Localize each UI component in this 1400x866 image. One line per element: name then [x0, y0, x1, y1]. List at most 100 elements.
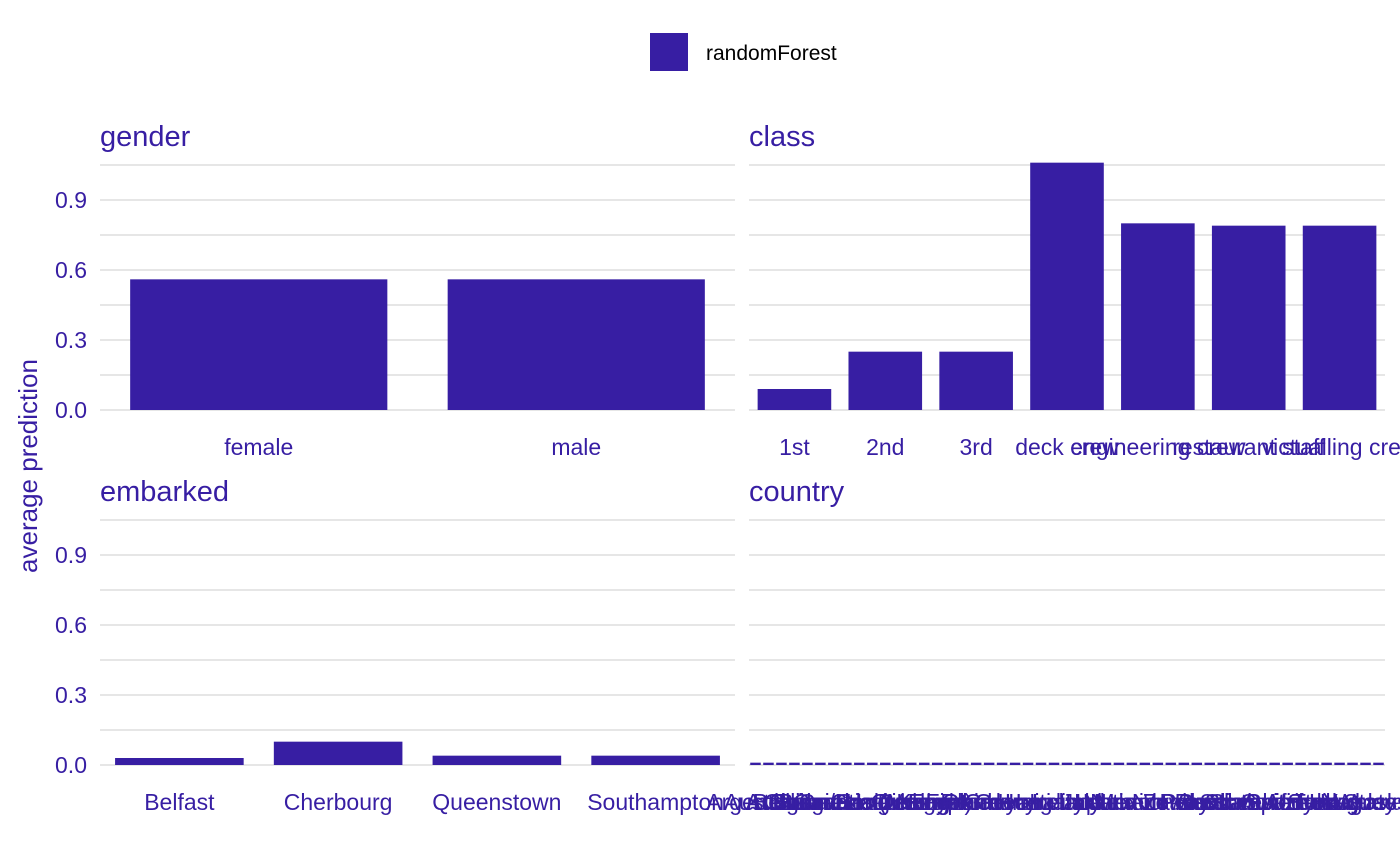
- bar: [1009, 762, 1021, 765]
- x-tick-label: Poland: [1161, 789, 1233, 815]
- x-tick-label: Croatia: [835, 789, 909, 815]
- bar: [1139, 762, 1151, 765]
- x-tick-label: France: [940, 789, 1012, 815]
- x-tick-label: Australia: [724, 789, 814, 815]
- y-tick-label: 0.0: [55, 752, 87, 778]
- facet-panels: 0.0 0.3 0.6 0.9 gender female male class 1st 2nd 3…: [55, 121, 1400, 815]
- x-tick-label: Austria: [746, 789, 818, 815]
- bar: [273, 741, 403, 765]
- x-tick-label: Argentina: [706, 789, 805, 815]
- y-axis-label: average prediction: [13, 359, 43, 573]
- bar: [828, 762, 839, 765]
- x-tick-label: 1st: [779, 434, 810, 460]
- bar: [1302, 225, 1377, 410]
- bar: [848, 351, 923, 410]
- bar: [1243, 762, 1254, 765]
- panel-title: gender: [100, 121, 191, 153]
- bar: [1321, 762, 1332, 765]
- x-tick-label: Queenstown: [432, 789, 561, 815]
- bar: [1030, 162, 1104, 410]
- bar: [1211, 225, 1286, 410]
- x-tick-label: Guyana: [975, 789, 1056, 815]
- x-tick-label: United States: [1271, 789, 1400, 815]
- x-tick-label: Belfast: [144, 789, 215, 815]
- x-tick-label: India: [1029, 789, 1079, 815]
- x-tick-label: South Africa: [1200, 789, 1324, 815]
- x-tick-label: Denmark: [878, 789, 972, 815]
- x-tick-label: Mexico: [1095, 789, 1168, 815]
- bar: [1074, 762, 1086, 765]
- bar: [115, 758, 244, 765]
- y-tick-label: 0.3: [55, 327, 87, 353]
- bar: [1308, 762, 1319, 765]
- x-tick-label: victualling crew: [1262, 434, 1400, 460]
- x-tick-label: England: [908, 789, 992, 815]
- x-tick-label: Ireland: [1032, 789, 1102, 815]
- bar: [776, 762, 787, 765]
- bar: [432, 755, 562, 765]
- bar: [944, 762, 956, 765]
- x-tick-label: Uruguay: [1309, 789, 1396, 815]
- x-tick-label: Bosnia: [772, 789, 843, 815]
- y-tick-label: 0.3: [55, 682, 87, 708]
- x-tick-label: Belgium: [753, 789, 836, 815]
- bar: [789, 762, 800, 765]
- panel-title: embarked: [100, 476, 229, 508]
- x-tick-label: Cuba: [871, 789, 926, 815]
- bar: [1121, 223, 1195, 410]
- legend-swatch: [650, 33, 688, 71]
- bar: [447, 279, 705, 410]
- bar: [750, 762, 761, 765]
- x-tick-label: male: [551, 434, 601, 460]
- panel-gender: 0.0 0.3 0.6 0.9 gender female male: [55, 121, 735, 460]
- x-tick-label: Southampton: [587, 789, 724, 815]
- bar: [1022, 762, 1034, 765]
- x-tick-label: female: [224, 434, 293, 460]
- bar: [1295, 762, 1306, 765]
- bar: [1373, 762, 1384, 765]
- x-tick-label: Egypt: [908, 789, 967, 815]
- x-tick-label: Siam: [1210, 789, 1262, 815]
- bar: [1035, 762, 1047, 765]
- x-tick-label: restaurant staff: [1172, 434, 1326, 460]
- bar: [1178, 762, 1190, 765]
- legend: randomForest: [650, 33, 837, 71]
- bar: [1282, 762, 1293, 765]
- bar: [957, 762, 969, 765]
- bar: [1269, 762, 1280, 765]
- bar: [1100, 762, 1112, 765]
- bar: [970, 762, 982, 765]
- x-tick-label: Turkey: [1292, 789, 1362, 815]
- y-tick-label: 0.9: [55, 542, 87, 568]
- bar: [1217, 762, 1229, 765]
- x-tick-label: Wales: [1334, 789, 1397, 815]
- bar: [1165, 762, 1177, 765]
- bar: [1061, 762, 1073, 765]
- x-tick-label: Sweden: [1246, 789, 1329, 815]
- bar: [1113, 762, 1125, 765]
- x-tick-label: Canada: [793, 789, 874, 815]
- panel-embarked: 0.0 0.3 0.6 0.9 embarked Belfast Cherbourg Quee…: [55, 476, 735, 815]
- x-tick-label: Czechoslovakia: [831, 789, 992, 815]
- x-tick-label: Japan: [1062, 789, 1125, 815]
- y-tick-label: 0.0: [55, 397, 87, 423]
- bar: [1230, 762, 1241, 765]
- bar: [1256, 762, 1267, 765]
- bar: [880, 762, 891, 765]
- bar: [1360, 762, 1371, 765]
- x-tick-label: 2nd: [866, 434, 904, 460]
- bar: [1152, 762, 1164, 765]
- bar: [591, 755, 720, 765]
- x-tick-label: Switzerland: [1241, 789, 1360, 815]
- bar: [1347, 762, 1358, 765]
- x-tick-label: Haiti: [1005, 789, 1051, 815]
- x-tick-label: engineering crew: [1070, 434, 1246, 460]
- bar: [996, 762, 1008, 765]
- bar: [893, 762, 904, 765]
- bar: [815, 762, 826, 765]
- x-tick-label: Yugoslavia: [1323, 789, 1400, 815]
- bar: [1334, 762, 1345, 765]
- x-tick-label: New Zealand: [1090, 789, 1226, 815]
